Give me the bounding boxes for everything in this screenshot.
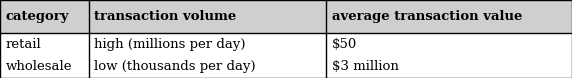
Text: retail: retail <box>6 38 41 51</box>
Bar <box>0 33 572 78</box>
Text: $3 million: $3 million <box>332 60 399 73</box>
Text: high (millions per day): high (millions per day) <box>94 38 246 51</box>
Text: transaction volume: transaction volume <box>94 10 237 23</box>
Text: average transaction value: average transaction value <box>332 10 522 23</box>
Text: $50: $50 <box>332 38 357 51</box>
Text: wholesale: wholesale <box>6 60 72 73</box>
Text: category: category <box>6 10 69 23</box>
Text: low (thousands per day): low (thousands per day) <box>94 60 256 73</box>
Bar <box>0 0 572 33</box>
